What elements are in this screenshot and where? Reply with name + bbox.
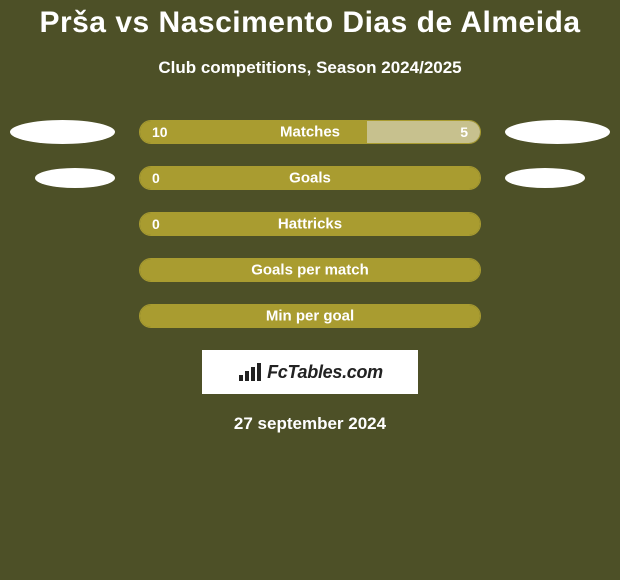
stat-label: Min per goal [266,308,354,325]
date-text: 27 september 2024 [0,414,620,434]
stat-bar: 0 Goals [139,166,481,190]
stat-label: Hattricks [278,216,342,233]
stat-bar: Min per goal [139,304,481,328]
player-right-marker [505,120,610,144]
stat-row: Goals per match [0,258,620,282]
stat-label: Matches [280,124,340,141]
stat-value-right: 5 [460,124,468,140]
bar-chart-icon [237,361,263,383]
stat-row: 0 Goals [0,166,620,190]
stat-value-left: 10 [152,124,168,140]
stat-value-left: 0 [152,170,160,186]
player-left-marker [10,120,115,144]
stat-bar: 10 5 Matches [139,120,481,144]
page-title: Prša vs Nascimento Dias de Almeida [0,6,620,40]
stat-row: 0 Hattricks [0,212,620,236]
stat-label: Goals [289,170,331,187]
stat-label: Goals per match [251,262,369,279]
stat-rows: 10 5 Matches 0 Goals 0 Hattricks Goals per matc… [0,120,620,328]
stat-value-left: 0 [152,216,160,232]
comparison-card: Prša vs Nascimento Dias de Almeida Club … [0,0,620,434]
stat-bar: 0 Hattricks [139,212,481,236]
stat-row: Min per goal [0,304,620,328]
player-right-marker [505,168,585,188]
logo-text: FcTables.com [267,362,383,383]
stat-bar: Goals per match [139,258,481,282]
player-left-marker [35,168,115,188]
subtitle: Club competitions, Season 2024/2025 [0,58,620,78]
stat-row: 10 5 Matches [0,120,620,144]
logo-badge[interactable]: FcTables.com [202,350,418,394]
